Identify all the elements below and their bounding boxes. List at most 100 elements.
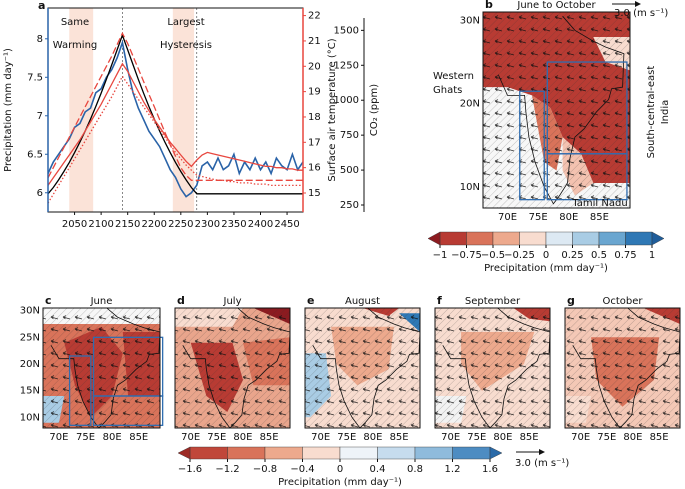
map-frame	[564, 307, 681, 429]
y3-tick-label: 750	[340, 130, 359, 141]
wind-vectors	[483, 12, 630, 208]
colorbar-bin	[625, 231, 653, 246]
map-frame	[434, 307, 551, 429]
colorbar-tick-label: −0.8	[253, 464, 277, 475]
colorbar-extend-low	[427, 231, 441, 246]
region-label-line: Ghats	[433, 85, 462, 96]
y3-tick-label: 1000	[334, 95, 359, 106]
annotation-line: Largest	[167, 17, 204, 28]
colorbar-tick-label: 0.75	[614, 250, 636, 261]
map-frame	[174, 307, 291, 429]
panel-label: f	[437, 294, 442, 307]
y-axis-title: Precipitation (mm day⁻¹)	[3, 48, 14, 172]
colorbar-extend-low	[177, 446, 191, 460]
colorbar-tick-label: 0	[337, 464, 343, 475]
x-tick-label: 2050	[62, 219, 87, 230]
wind-reference-label: 3.0 (m s⁻¹)	[614, 8, 668, 19]
wind-vectors	[565, 308, 680, 428]
colorbar-tick-label: −0.5	[481, 250, 505, 261]
y-tick-label: 30N	[460, 15, 480, 26]
map-title: October	[602, 296, 643, 307]
y2-tick-label: 16	[308, 163, 321, 174]
map-title: June	[90, 296, 113, 307]
x-tick-label: 75E	[76, 432, 95, 443]
y2-tick-label: 17	[308, 137, 321, 148]
x-tick-label: 70E	[441, 432, 460, 443]
colorbar-tick-label: 0	[543, 250, 549, 261]
highlight-span	[172, 8, 195, 212]
x-tick-label: 80E	[103, 432, 122, 443]
map-title: August	[345, 296, 380, 307]
colorbar-tick-label: 1.2	[445, 464, 461, 475]
wind-vectors	[43, 308, 160, 428]
y2-tick-label: 22	[308, 11, 321, 22]
region-box	[519, 90, 545, 201]
x-tick-label: 2100	[88, 219, 113, 230]
wind-reference-label: 3.0 (m s⁻¹)	[515, 458, 569, 469]
annotation-line: Hysteresis	[160, 40, 212, 51]
colorbar-tick-label: 0.5	[591, 250, 607, 261]
region-label-line: South-central-east	[646, 66, 657, 159]
panel-label: a	[38, 0, 45, 12]
colorbar-tick-label: −0.75	[451, 250, 482, 261]
colorbar-bin	[339, 446, 378, 460]
region-box	[92, 395, 164, 426]
y-tick-label: 20N	[460, 99, 480, 110]
colorbar-extend-high	[651, 231, 665, 246]
region-label-line: Western	[433, 71, 474, 82]
colorbar-bin	[466, 231, 494, 246]
y-tick-label: 20N	[20, 359, 40, 370]
colorbar-bin	[492, 231, 520, 246]
colorbar-tick-label: −0.4	[290, 464, 314, 475]
colorbar-title: Precipitation (mm day⁻¹)	[484, 263, 608, 274]
colorbar-tick-label: 0.4	[370, 464, 386, 475]
wind-vectors	[435, 308, 550, 428]
colorbar-bin	[302, 446, 341, 460]
region-label: Tamil Nadu	[571, 198, 627, 209]
y2-tick-label: 18	[308, 112, 321, 123]
y-tick-label: 8	[37, 34, 43, 45]
panel-label: g	[567, 294, 575, 307]
y2-axis-title: Surface air temperature (°C)	[327, 38, 338, 181]
x-tick-label: 80E	[233, 432, 252, 443]
y-tick-label: 7.5	[27, 72, 43, 83]
panel-label: b	[485, 0, 493, 11]
y-tick-label: 30N	[20, 306, 40, 317]
region-label-line: Tamil Nadu	[571, 198, 627, 209]
highlight-span	[69, 8, 94, 212]
series-line	[47, 31, 303, 181]
map-frame	[42, 307, 161, 429]
x-tick-label: 80E	[559, 212, 578, 223]
colorbar-title: Precipitation (mm day⁻¹)	[278, 477, 402, 488]
map-frame	[482, 11, 631, 209]
x-tick-label: 85E	[520, 432, 539, 443]
colorbar-bin	[227, 446, 266, 460]
colorbar-tick-label: −1	[433, 250, 448, 261]
y3-axis-title: CO₂ (ppm)	[369, 84, 380, 136]
y-tick-label: 15N	[20, 386, 40, 397]
x-tick-label: 80E	[623, 432, 642, 443]
x-tick-label: 70E	[571, 432, 590, 443]
x-tick-label: 75E	[207, 432, 226, 443]
x-tick-label: 75E	[337, 432, 356, 443]
y3-tick-label: 1500	[334, 25, 359, 36]
colorbar-tick-label: 0.25	[561, 250, 583, 261]
region-box	[68, 355, 92, 426]
series-line	[47, 39, 304, 198]
annotation: Largest Hysteresis	[160, 17, 212, 51]
y-tick-label: 10N	[20, 412, 40, 423]
y2-tick-label: 19	[308, 87, 321, 98]
x-tick-label: 80E	[363, 432, 382, 443]
x-tick-label: 70E	[181, 432, 200, 443]
x-tick-label: 80E	[493, 432, 512, 443]
region-label: Western Ghats	[433, 71, 474, 96]
colorbar-tick-label: −1.2	[215, 464, 239, 475]
y3-tick-label: 250	[340, 200, 359, 211]
x-tick-label: 2250	[168, 219, 193, 230]
colorbar-bin	[452, 446, 491, 460]
annotation-line: Warming	[53, 40, 98, 51]
x-tick-label: 85E	[650, 432, 669, 443]
series-line	[47, 62, 303, 186]
y-tick-label: 10N	[460, 182, 480, 193]
x-tick-label: 2450	[274, 219, 299, 230]
